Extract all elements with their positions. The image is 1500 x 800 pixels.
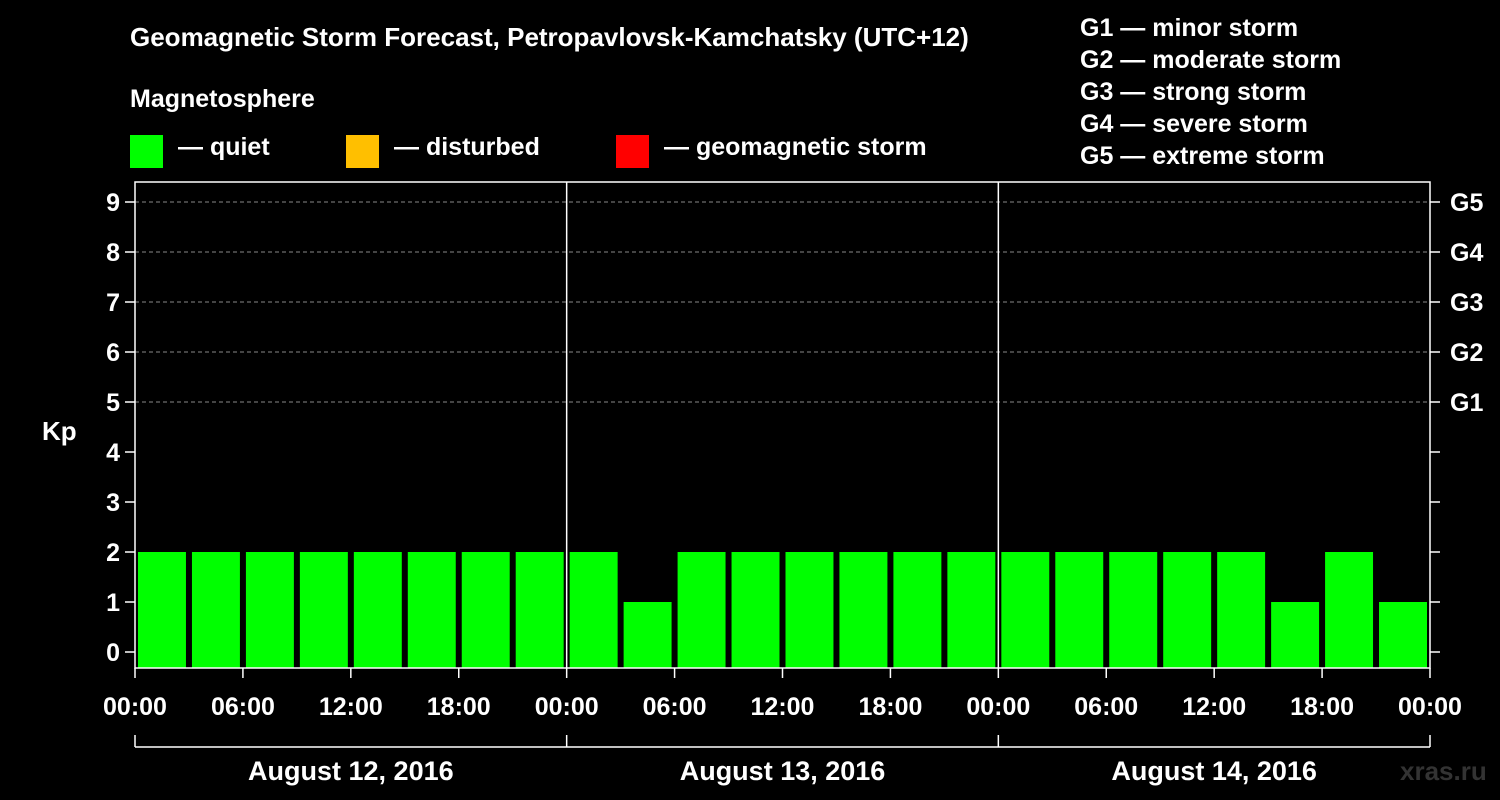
- kp-bar-23: [1379, 602, 1427, 668]
- y-tick-label-6: 6: [106, 339, 120, 367]
- legend-swatch-storm: [616, 135, 649, 168]
- legend-swatch-disturbed: [346, 135, 379, 168]
- storm-scale-g1: G1 — minor storm: [1080, 14, 1299, 42]
- storm-scale-g5: G5 — extreme storm: [1080, 142, 1325, 170]
- kp-bar-19: [1163, 552, 1212, 668]
- y-tick-label-4: 4: [106, 439, 120, 467]
- g-label-G1: G1: [1450, 389, 1483, 417]
- y-tick-label-5: 5: [106, 389, 120, 417]
- x-tick-label-9: 06:00: [1074, 693, 1138, 721]
- kp-bar-3: [299, 552, 348, 668]
- x-tick-label-10: 12:00: [1182, 693, 1246, 721]
- legend-label-quiet: — quiet: [178, 133, 270, 161]
- kp-bar-5: [407, 552, 456, 668]
- kp-bar-18: [1109, 552, 1158, 668]
- kp-bar-8: [569, 552, 618, 668]
- x-tick-label-0: 00:00: [103, 693, 167, 721]
- legend-label-disturbed: — disturbed: [394, 133, 540, 161]
- kp-bar-9: [623, 602, 672, 668]
- y-tick-label-1: 1: [106, 589, 120, 617]
- chart-title: Geomagnetic Storm Forecast, Petropavlovs…: [130, 22, 969, 52]
- storm-scale-g2: G2 — moderate storm: [1080, 46, 1342, 74]
- g-label-G4: G4: [1450, 239, 1483, 267]
- kp-bar-17: [1055, 552, 1104, 668]
- x-tick-label-6: 12:00: [751, 693, 815, 721]
- x-tick-label-3: 18:00: [427, 693, 491, 721]
- kp-bar-11: [731, 552, 780, 668]
- kp-bar-13: [839, 552, 888, 668]
- x-tick-label-5: 06:00: [643, 693, 707, 721]
- day-label-0: August 12, 2016: [248, 756, 454, 786]
- day-label-2: August 14, 2016: [1111, 756, 1317, 786]
- y-tick-label-0: 0: [106, 639, 120, 667]
- legend-swatch-quiet: [130, 135, 163, 168]
- kp-bar-12: [785, 552, 834, 668]
- kp-bar-1: [191, 552, 240, 668]
- y-axis-title: Kp: [42, 416, 77, 446]
- kp-bar-6: [461, 552, 510, 668]
- kp-bar-4: [353, 552, 402, 668]
- kp-bar-2: [245, 552, 294, 668]
- storm-scale-g4: G4 — severe storm: [1080, 110, 1308, 138]
- x-tick-label-12: 00:00: [1398, 693, 1462, 721]
- kp-bar-22: [1325, 552, 1374, 668]
- x-tick-label-2: 12:00: [319, 693, 383, 721]
- watermark: xras.ru: [1400, 756, 1487, 786]
- kp-bar-16: [1001, 552, 1050, 668]
- g-label-G2: G2: [1450, 339, 1483, 367]
- day-label-1: August 13, 2016: [680, 756, 886, 786]
- x-tick-label-11: 18:00: [1290, 693, 1354, 721]
- y-tick-label-7: 7: [106, 289, 120, 317]
- x-tick-label-4: 00:00: [535, 693, 599, 721]
- kp-bar-21: [1271, 602, 1320, 668]
- x-tick-label-7: 18:00: [858, 693, 922, 721]
- g-label-G5: G5: [1450, 189, 1483, 217]
- y-tick-label-3: 3: [106, 489, 120, 517]
- x-tick-label-1: 06:00: [211, 693, 275, 721]
- legend-heading: Magnetosphere: [130, 85, 315, 113]
- kp-bar-15: [947, 552, 996, 668]
- y-tick-label-8: 8: [106, 239, 120, 267]
- g-label-G3: G3: [1450, 289, 1483, 317]
- legend-label-storm: — geomagnetic storm: [664, 133, 927, 161]
- kp-bar-0: [138, 552, 186, 668]
- storm-scale-g3: G3 — strong storm: [1080, 78, 1307, 106]
- kp-bar-14: [893, 552, 942, 668]
- y-tick-label-9: 9: [106, 189, 120, 217]
- x-tick-label-8: 00:00: [966, 693, 1030, 721]
- kp-bar-10: [677, 552, 726, 668]
- y-tick-label-2: 2: [106, 539, 120, 567]
- kp-bar-7: [515, 552, 564, 668]
- kp-bar-20: [1217, 552, 1266, 668]
